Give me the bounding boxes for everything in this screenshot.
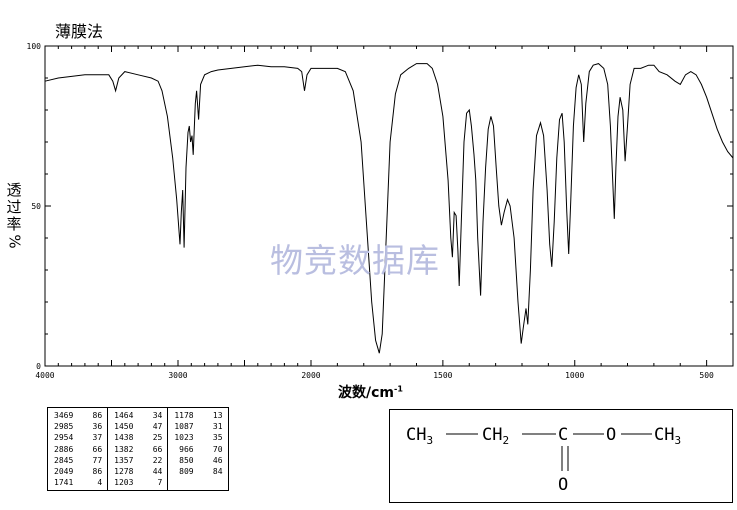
peak-table-column: 1178 13 1087 31 1023 35 966 70 850 46 809 … <box>168 408 227 490</box>
y-axis-label-char: 率 <box>6 215 22 233</box>
x-tick-label: 1000 <box>565 371 584 380</box>
x-axis-label: 波数/cm-1 <box>338 382 403 402</box>
tick-labels: 4000 3000 2000 1500 1000 500 0 50 100 <box>27 42 714 380</box>
axis-ticks <box>44 45 734 367</box>
y-axis-label-char: % <box>5 234 24 249</box>
peak-table-row: 2845 77 <box>54 455 103 465</box>
structure-diagram: CH3 CH2 C O CH3 O <box>389 409 733 503</box>
peak-table-row: 2954 37 <box>54 433 103 443</box>
peak-table-row: 966 70 <box>174 444 223 454</box>
page-title: 薄膜法 <box>55 22 104 41</box>
peak-table-row: 1741 4 <box>54 478 103 488</box>
peak-table-row: 850 46 <box>174 455 223 465</box>
structure-atom: CH2 <box>482 425 509 447</box>
x-tick-label: 4000 <box>35 371 54 380</box>
peak-table: 3469 86 2985 36 2954 37 2886 66 2845 77 2049 … <box>47 407 229 492</box>
peak-table-row: 1464 34 <box>114 411 163 420</box>
x-tick-label: 1500 <box>433 371 452 380</box>
structure-atom: CH3 <box>654 425 681 447</box>
peak-table-row: 1178 13 <box>174 411 223 420</box>
peak-table-row: 1382 66 <box>114 444 163 454</box>
peak-table-row: 2985 36 <box>54 422 103 432</box>
x-axis-label-text: 波数/cm <box>338 385 394 401</box>
structure-atom: O <box>606 425 616 445</box>
x-axis-label-superscript: -1 <box>394 384 403 394</box>
y-axis-label-char: 透 <box>6 181 22 199</box>
peak-table-row: 1278 44 <box>114 466 163 476</box>
y-axis-label: 透 过 率 % <box>5 181 24 250</box>
peak-table-row: 2049 86 <box>54 466 103 476</box>
structure-atom: C <box>558 425 568 445</box>
peak-table-row: 809 84 <box>174 466 223 476</box>
peak-table-row: 3469 86 <box>54 411 103 420</box>
y-tick-label: 100 <box>27 42 42 51</box>
x-tick-label: 3000 <box>168 371 187 380</box>
ir-spectrum-chart: 4000 3000 2000 1500 1000 500 0 50 100 <box>27 42 734 380</box>
watermark: 物竞数据库 <box>270 241 440 280</box>
peak-table-row: 1357 22 <box>114 455 163 465</box>
y-tick-label: 50 <box>31 202 41 211</box>
structure-atom: CH3 <box>406 425 433 447</box>
peak-table-row: 2886 66 <box>54 444 103 454</box>
peak-table-row: 1203 7 <box>114 478 163 488</box>
y-tick-label: 0 <box>36 362 41 371</box>
structure-carbonyl-oxygen: O <box>558 475 568 495</box>
peak-table-column: 1464 34 1450 47 1438 25 1382 66 1357 22 1278 … <box>108 408 169 491</box>
y-axis-label-char: 过 <box>6 198 22 216</box>
peak-table-column: 3469 86 2985 36 2954 37 2886 66 2845 77 2049 … <box>48 408 109 491</box>
x-tick-label: 2000 <box>301 371 320 380</box>
spectrum-line <box>44 63 734 354</box>
peak-table-row: 1450 47 <box>114 422 163 432</box>
peak-table-row: 1087 31 <box>174 422 223 432</box>
peak-table-row: 1438 25 <box>114 433 163 443</box>
peak-table-row: 1023 35 <box>174 433 223 443</box>
x-tick-label: 500 <box>699 371 714 380</box>
